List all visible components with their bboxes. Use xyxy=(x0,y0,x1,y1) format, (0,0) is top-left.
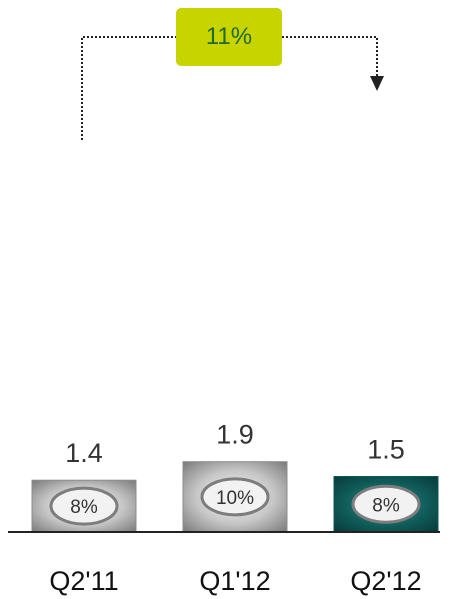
value-label-0: 1.4 xyxy=(65,438,103,468)
bar-badge-label-2: 8% xyxy=(372,495,400,516)
callout-arrow-head xyxy=(370,76,384,91)
bar-badge-2 xyxy=(351,484,421,524)
bars-group: 8% 1.4 Q2'11 10% 1.9 Q1'12 8% 1.5 Q2'12 xyxy=(31,420,439,596)
bar-1 xyxy=(182,461,288,533)
callout-connector xyxy=(81,36,384,140)
bar-badge-1 xyxy=(200,477,270,517)
x-tick-label-1: Q1'12 xyxy=(199,566,270,596)
x-tick-label-2: Q2'12 xyxy=(350,566,421,596)
callout-bracket-line xyxy=(81,36,378,140)
bar-badge-label-0: 8% xyxy=(70,497,98,518)
bar-badge-label-1: 10% xyxy=(216,488,254,509)
value-label-1: 1.9 xyxy=(216,420,254,450)
bar-badge-0 xyxy=(49,486,119,526)
value-label-2: 1.5 xyxy=(367,435,405,465)
growth-callout: 11% xyxy=(176,8,282,66)
growth-callout-label: 11% xyxy=(205,23,253,50)
x-tick-label-0: Q2'11 xyxy=(49,566,118,596)
